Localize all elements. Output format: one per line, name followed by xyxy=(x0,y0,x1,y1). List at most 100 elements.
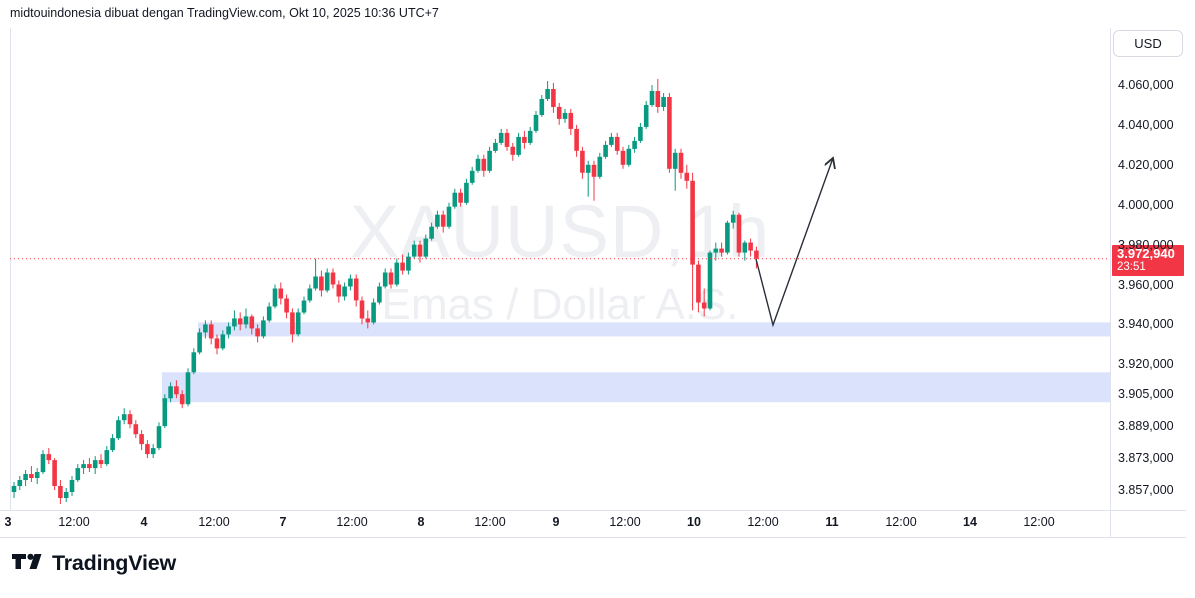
pane-left-border xyxy=(10,28,11,510)
candle-body xyxy=(342,286,347,297)
candle-body xyxy=(406,256,411,271)
candle-body xyxy=(400,262,405,271)
supply-demand-zone[interactable] xyxy=(198,322,1110,337)
candle-body xyxy=(69,480,75,492)
candle-body xyxy=(232,318,237,327)
candle-body xyxy=(365,318,371,323)
candle-body xyxy=(522,136,527,143)
candle-body xyxy=(92,460,98,469)
candle-body xyxy=(133,424,139,435)
time-tick-label: 12:00 xyxy=(336,515,368,529)
time-tick-label: 12:00 xyxy=(198,515,230,529)
candle-body xyxy=(307,288,313,301)
price-tick-label: 4.020,000 xyxy=(1118,157,1174,172)
candle-body xyxy=(440,214,446,227)
currency-toggle-button[interactable]: USD xyxy=(1113,30,1183,57)
candle-body xyxy=(313,276,318,289)
candle-body xyxy=(516,136,521,155)
candle-body xyxy=(290,312,295,335)
candle-body xyxy=(620,150,626,165)
candle-body xyxy=(661,97,666,107)
candle-body xyxy=(156,426,162,449)
candle-body xyxy=(458,192,463,203)
candle-body xyxy=(469,170,475,183)
candle-body xyxy=(481,158,487,171)
candle-body xyxy=(643,105,649,127)
time-tick-label: 10 xyxy=(687,515,701,529)
candle-body xyxy=(319,276,324,291)
time-axis-separator xyxy=(0,510,1186,511)
candle-body xyxy=(527,130,533,143)
candle-body xyxy=(423,238,429,257)
candle-body xyxy=(191,352,197,373)
candle-body xyxy=(411,244,417,257)
supply-demand-zone[interactable] xyxy=(162,372,1110,403)
price-tick-label: 3.873,000 xyxy=(1118,451,1174,466)
candle-body xyxy=(742,242,748,253)
candle-body xyxy=(377,286,382,303)
candle-body xyxy=(707,252,713,309)
time-tick-label: 4 xyxy=(140,515,148,529)
candle-body xyxy=(110,438,115,451)
candle-body xyxy=(249,316,255,329)
candle-body xyxy=(116,420,121,439)
time-tick-label: 12:00 xyxy=(1023,515,1055,529)
candle-body xyxy=(603,144,608,157)
candle-body xyxy=(382,272,388,287)
candle-body xyxy=(226,326,231,335)
tradingview-logo-text: TradingView xyxy=(52,551,177,575)
trend-projection-arrow[interactable] xyxy=(755,158,833,328)
candle-body xyxy=(197,332,202,353)
candle-body xyxy=(255,328,260,337)
time-tick-label: 3 xyxy=(4,515,12,529)
candle-body xyxy=(185,372,191,405)
candle-body xyxy=(179,394,185,405)
bar-countdown-timer: 23:51 xyxy=(1117,260,1146,273)
candle-body xyxy=(556,106,562,119)
candle-body xyxy=(493,142,498,151)
candle-body xyxy=(220,334,226,349)
time-tick-label: 12:00 xyxy=(885,515,917,529)
candle-body xyxy=(609,136,614,145)
candle-body xyxy=(701,302,707,309)
candle-body xyxy=(359,300,365,319)
tradingview-logo[interactable]: TradingView xyxy=(12,551,176,576)
price-tick-label: 3.980,000 xyxy=(1118,237,1174,252)
candle-body xyxy=(545,89,550,99)
time-tick-label: 12:00 xyxy=(747,515,779,529)
candle-body xyxy=(690,180,695,265)
candle-body xyxy=(533,114,539,131)
candle-body xyxy=(667,97,672,169)
candle-body xyxy=(678,152,684,173)
candle-body xyxy=(498,132,504,143)
candle-body xyxy=(81,464,86,469)
candle-body xyxy=(46,454,52,461)
candle-body xyxy=(736,214,742,253)
candle-body xyxy=(162,398,168,427)
candle-body xyxy=(725,222,730,253)
candle-body xyxy=(551,89,556,107)
candle-body xyxy=(435,214,440,227)
candle-body xyxy=(655,91,661,107)
candle-body xyxy=(243,316,249,325)
candle-body xyxy=(696,264,701,303)
last-price-value: 3.972,940 xyxy=(1117,245,1175,261)
candle-body xyxy=(597,156,603,177)
candle-body xyxy=(150,448,156,455)
price-tick-label: 4.060,000 xyxy=(1118,78,1174,92)
candle-body xyxy=(284,298,289,313)
candle-body xyxy=(504,132,510,147)
candle-body xyxy=(684,172,690,181)
candle-body xyxy=(208,324,214,339)
candle-body xyxy=(638,126,643,141)
candle-body xyxy=(17,480,23,486)
time-tick-label: 12:00 xyxy=(609,515,641,529)
candle-body xyxy=(63,492,69,498)
candle-body xyxy=(272,288,278,307)
candle-body xyxy=(58,486,63,498)
candle-body xyxy=(626,148,632,165)
candle-body xyxy=(295,312,301,335)
candle-body xyxy=(348,278,353,287)
time-tick-label: 14 xyxy=(963,515,977,529)
